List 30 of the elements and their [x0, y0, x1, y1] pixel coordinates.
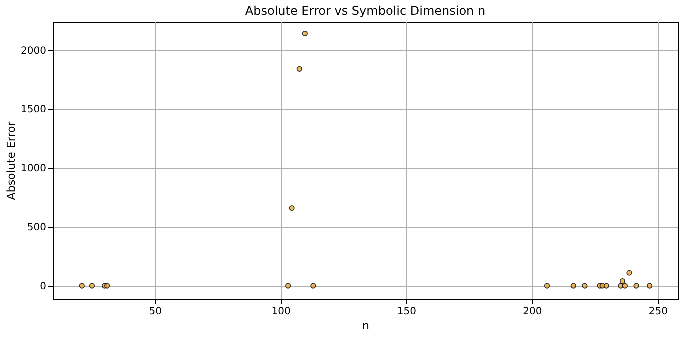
x-tick-label: 50 — [149, 306, 162, 318]
point — [622, 283, 628, 289]
y-tick-label: 0 — [40, 282, 46, 293]
point — [582, 283, 588, 289]
point — [604, 283, 610, 289]
point — [296, 66, 302, 72]
chart-title: Absolute Error vs Symbolic Dimension n — [245, 4, 486, 18]
point — [620, 278, 626, 284]
point — [286, 283, 292, 289]
point — [289, 205, 295, 212]
x-tick-label: 250 — [648, 306, 668, 318]
point — [634, 283, 640, 289]
x-tick-label: 100 — [272, 306, 291, 318]
point — [544, 283, 550, 289]
y-tick-label: 1000 — [21, 164, 46, 175]
y-tick-label: 1500 — [21, 104, 46, 116]
point — [302, 30, 308, 37]
point — [626, 270, 632, 276]
point — [104, 283, 110, 289]
point — [647, 283, 653, 289]
point — [79, 283, 85, 289]
x-axis-title: n — [362, 320, 370, 332]
point — [310, 283, 316, 289]
point — [89, 283, 96, 289]
y-tick-label: 500 — [27, 222, 46, 234]
y-axis-title: Absolute Error — [5, 121, 18, 200]
y-tick-label: 2000 — [21, 46, 46, 57]
x-tick-label: 150 — [397, 306, 417, 318]
x-tick-label: 200 — [523, 306, 542, 318]
point — [570, 283, 576, 289]
